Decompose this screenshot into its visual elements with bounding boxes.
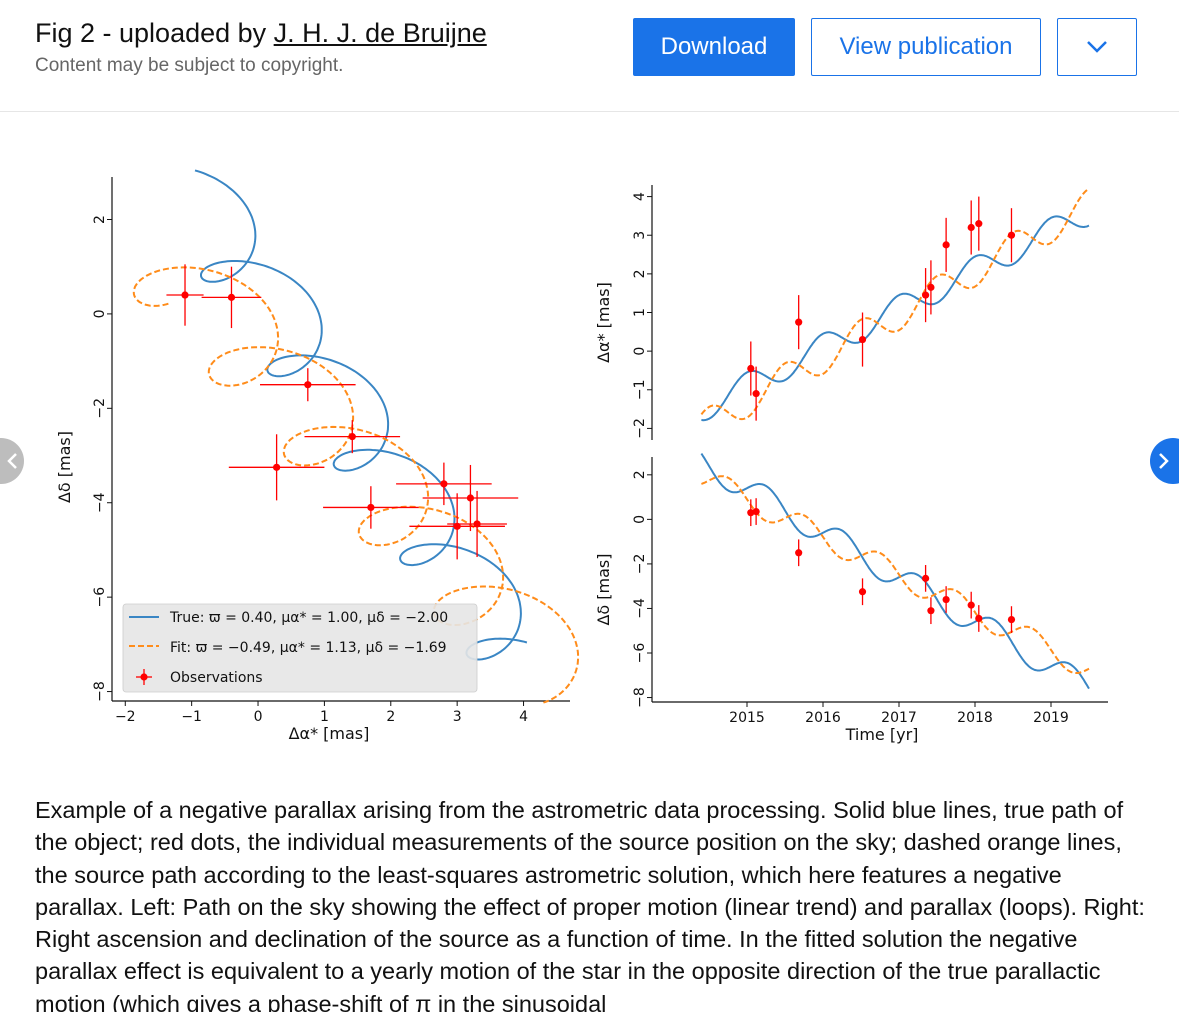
observation-point: [795, 549, 803, 557]
y-axis-label: Δδ [mas]: [55, 431, 74, 503]
true-path-line: [700, 453, 1090, 690]
observation-point: [927, 283, 935, 291]
y-tick-label: −8: [632, 687, 648, 708]
observation-point: [922, 574, 930, 582]
observation-point: [181, 291, 189, 299]
y-axis-label: Δδ [mas]: [594, 553, 613, 625]
legend-entry: Observations: [170, 670, 263, 686]
x-tick-label: −1: [181, 709, 202, 725]
legend-entry: Fit: ϖ = −0.49, μα* = 1.13, μδ = −1.69: [170, 640, 447, 656]
observation-point: [967, 223, 975, 232]
observation-point: [858, 588, 867, 596]
view-publication-button[interactable]: View publication: [811, 18, 1041, 76]
fit-path-line: [132, 266, 580, 704]
chevron-left-icon: [7, 453, 17, 469]
x-axis-label: Time [yr]: [845, 725, 919, 744]
observation-point: [348, 433, 356, 441]
y-tick-label: −6: [92, 587, 108, 608]
y-tick-label: −8: [92, 681, 108, 702]
observation-point: [1007, 231, 1016, 239]
y-tick-label: −2: [632, 554, 648, 575]
y-tick-label: −1: [632, 379, 648, 400]
x-tick-label: 4: [519, 709, 528, 725]
y-tick-label: 4: [632, 192, 648, 201]
y-axis-label: Δα* [mas]: [594, 282, 613, 363]
observation-point: [975, 220, 983, 228]
x-tick-label: 2018: [957, 710, 993, 726]
observation-point: [795, 318, 803, 326]
observation-point: [304, 381, 312, 389]
y-tick-label: −4: [632, 598, 648, 619]
observation-point: [927, 607, 935, 615]
y-tick-label: −4: [92, 492, 108, 513]
x-tick-label: 3: [453, 709, 462, 725]
observation-point: [922, 291, 930, 299]
y-tick-label: 1: [632, 308, 648, 317]
observation-point: [942, 241, 950, 249]
legend-box: [122, 603, 478, 693]
observation-point: [273, 463, 281, 471]
y-tick-label: 0: [92, 309, 108, 318]
x-tick-label: 2015: [729, 710, 765, 726]
x-tick-label: 2017: [881, 710, 917, 726]
y-tick-label: −2: [92, 398, 108, 419]
figure-header: Fig 2 - uploaded by J. H. J. de Bruijne …: [0, 0, 1179, 112]
observation-point: [440, 480, 448, 488]
y-tick-label: −2: [632, 418, 648, 439]
observation-point: [975, 614, 983, 623]
y-tick-label: 0: [632, 347, 648, 356]
x-tick-label: 2: [386, 709, 395, 725]
y-tick-label: 2: [92, 215, 108, 224]
y-tick-label: 2: [632, 470, 648, 479]
y-tick-label: 3: [632, 231, 648, 240]
observation-point: [858, 335, 867, 344]
y-tick-label: 2: [632, 269, 648, 278]
figure-chart-area: −8 −6 −4 −2 0 2 −2 −1 0 1 2 3 4 Δα* [mas] Δδ [mas] True…: [0, 112, 1179, 772]
download-button[interactable]: Download: [633, 18, 795, 76]
x-tick-label: 1: [320, 709, 329, 725]
observation-point: [747, 364, 755, 373]
observation-point: [942, 595, 950, 604]
x-tick-label: 2019: [1033, 710, 1069, 726]
x-tick-label: 2016: [805, 710, 841, 726]
x-tick-label: 0: [254, 709, 263, 725]
author-link[interactable]: J. H. J. de Bruijne: [273, 18, 487, 48]
observation-point: [752, 390, 760, 398]
legend-entry: True: ϖ = 0.40, μα* = 1.00, μδ = −2.00: [169, 610, 448, 626]
observation-point: [473, 520, 481, 528]
observation-point: [1007, 615, 1016, 624]
true-path-line: [701, 215, 1090, 422]
figure-caption: Example of a negative parallax arising f…: [35, 797, 1145, 1012]
fit-path-line: [701, 475, 1090, 674]
fit-path-line: [700, 187, 1090, 421]
chevron-right-icon: [1159, 453, 1169, 469]
more-options-button[interactable]: [1057, 18, 1137, 76]
observation-point: [367, 503, 375, 512]
copyright-notice: Content may be subject to copyright.: [35, 55, 344, 76]
observation-point: [466, 494, 475, 502]
true-path-line: [194, 169, 528, 661]
figure-title: Fig 2 - uploaded by J. H. J. de Bruijne: [35, 18, 487, 49]
observation-point: [752, 507, 760, 516]
y-tick-label: 0: [632, 515, 648, 524]
x-tick-label: −2: [115, 709, 136, 725]
figure-title-prefix: Fig 2 - uploaded by: [35, 18, 274, 48]
legend-obs-point: [140, 673, 148, 681]
y-tick-label: −6: [632, 643, 648, 664]
figure-chart: −8 −6 −4 −2 0 2 −2 −1 0 1 2 3 4 Δα* [mas] Δδ [mas] True…: [55, 169, 1108, 744]
chevron-down-icon: [1087, 41, 1107, 53]
x-axis-label: Δα* [mas]: [289, 724, 370, 743]
observation-point: [227, 293, 236, 301]
observation-point: [967, 601, 975, 609]
